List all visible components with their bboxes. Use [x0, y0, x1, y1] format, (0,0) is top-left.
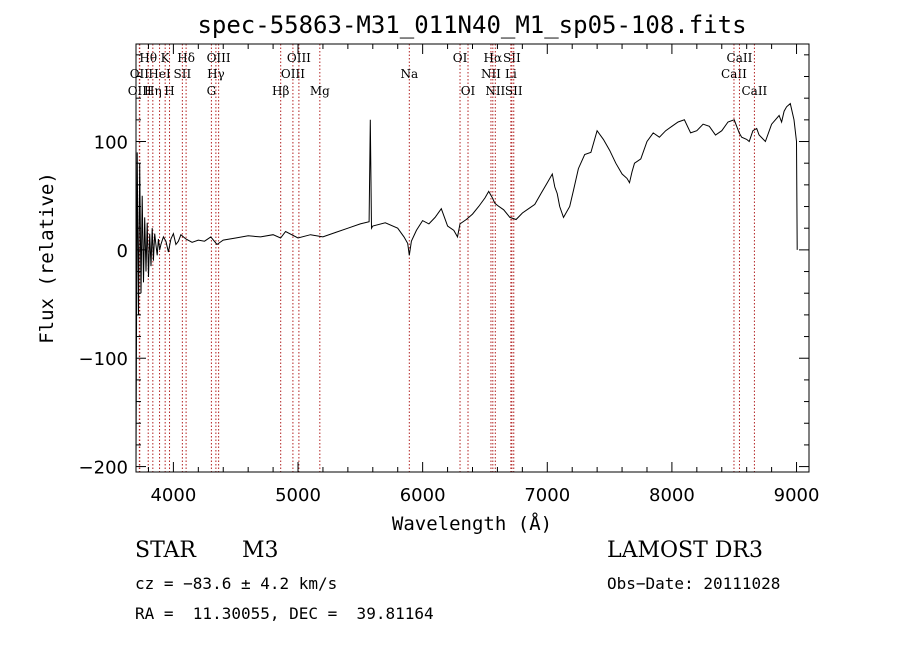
emission-line-label: Li: [505, 67, 517, 81]
emission-line-label: NII: [485, 84, 505, 98]
emission-line-label: OIII: [287, 51, 311, 65]
x-tick-label: 6000: [400, 485, 446, 506]
redshift-velocity: cz = −83.6 ± 4.2 km/s: [135, 574, 338, 593]
observation-date: Obs−Date: 20111028: [607, 574, 781, 593]
y-tick-label: −100: [79, 349, 128, 370]
coordinates: RA = 11.30055, DEC = 39.81164: [135, 604, 434, 623]
emission-line-label: OII: [130, 67, 150, 81]
emission-line-label: Hθ: [139, 51, 157, 65]
plot-area: OIIOIIIHθHηHeIKHSIIHδGHγOIIIHβOIIIOIIIMg…: [79, 43, 820, 506]
emission-line-label: CaII: [741, 84, 767, 98]
emission-line-label: SII: [174, 67, 192, 81]
emission-line-label: OIII: [128, 84, 152, 98]
emission-line-label: CaII: [727, 51, 753, 65]
x-tick-label: 4000: [150, 485, 196, 506]
x-tick-label: 9000: [774, 485, 820, 506]
emission-line-label: G: [207, 84, 217, 98]
y-tick-label: 0: [117, 241, 128, 262]
x-tick-label: 8000: [649, 485, 695, 506]
emission-line-label: OI: [453, 51, 468, 65]
emission-line-label: SII: [503, 51, 521, 65]
y-axis-label: Flux (relative): [36, 172, 58, 344]
emission-line-label: CaII: [721, 67, 747, 81]
emission-line-label: OIII: [281, 67, 305, 81]
survey-name: LAMOST DR3: [607, 538, 763, 563]
x-tick-label: 7000: [524, 485, 570, 506]
plot-frame: [135, 43, 810, 473]
emission-line-label: Hβ: [272, 84, 289, 98]
emission-line-label: SII: [505, 84, 523, 98]
x-tick-label: 5000: [275, 485, 321, 506]
emission-line-label: OI: [461, 84, 476, 98]
emission-line-label: K: [161, 51, 171, 65]
spectrum-series-line: [135, 102, 798, 467]
x-axis-label: Wavelength (Å): [392, 512, 552, 535]
emission-line-label: Hδ: [177, 51, 195, 65]
y-tick-label: −200: [79, 458, 128, 479]
emission-line-label: Hη: [144, 84, 162, 98]
emission-line-label: HeI: [148, 67, 171, 81]
chart-title: spec-55863-M31_011N40_M1_sp05-108.fits: [197, 11, 746, 39]
emission-line-label: NII: [481, 67, 501, 81]
emission-line-label: OIII: [207, 51, 231, 65]
emission-line-label: H: [164, 84, 174, 98]
emission-line-label: Hγ: [207, 67, 225, 81]
emission-line-label: Mg: [310, 84, 330, 98]
object-class: STAR: [135, 538, 196, 563]
y-tick-label: 100: [94, 133, 128, 154]
emission-line-label: Hα: [484, 51, 503, 65]
object-subclass: M3: [242, 538, 279, 563]
emission-line-label: Na: [400, 67, 418, 81]
